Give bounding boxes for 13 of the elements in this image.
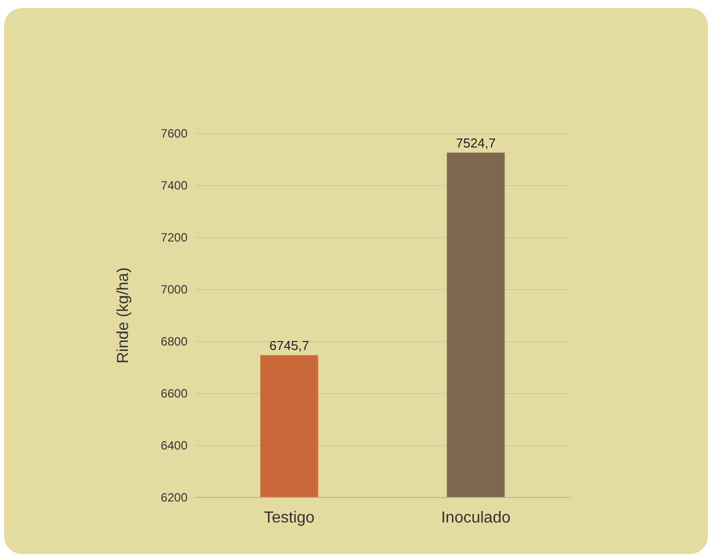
y-tick-label: 6200 [160, 490, 188, 504]
y-tick-label: 6400 [160, 438, 188, 452]
x-tick-label: Testigo [264, 510, 315, 526]
y-tick-label: 7400 [160, 178, 188, 192]
data-label: 7524,7 [456, 136, 496, 151]
y-axis-title: Rinde (kg/ha) [114, 267, 132, 364]
data-label: 6745,7 [269, 338, 310, 354]
y-tick-label: 7200 [160, 230, 188, 244]
y-tick-label: 7000 [160, 282, 188, 296]
y-tick-label: 6800 [160, 334, 188, 348]
y-tick-label: 6600 [160, 386, 188, 400]
x-tick-label: Inoculado [441, 510, 511, 526]
y-tick-label: 7600 [160, 126, 188, 140]
